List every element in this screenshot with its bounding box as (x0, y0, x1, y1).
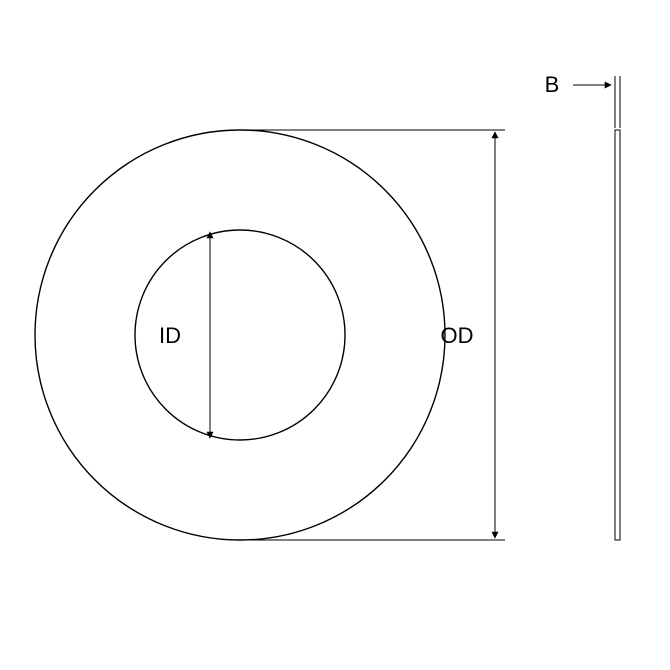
b-label: B (545, 72, 560, 97)
outer-diameter-circle (35, 130, 445, 540)
id-dimension: ID (159, 232, 210, 438)
washer-dimension-diagram: ID OD B (0, 0, 670, 670)
od-dimension: OD (250, 130, 505, 540)
b-dimension: B (545, 72, 620, 128)
od-label: OD (441, 323, 474, 348)
side-view (615, 130, 620, 540)
side-view-rect (615, 130, 620, 540)
front-view (35, 130, 445, 540)
id-label: ID (159, 323, 181, 348)
